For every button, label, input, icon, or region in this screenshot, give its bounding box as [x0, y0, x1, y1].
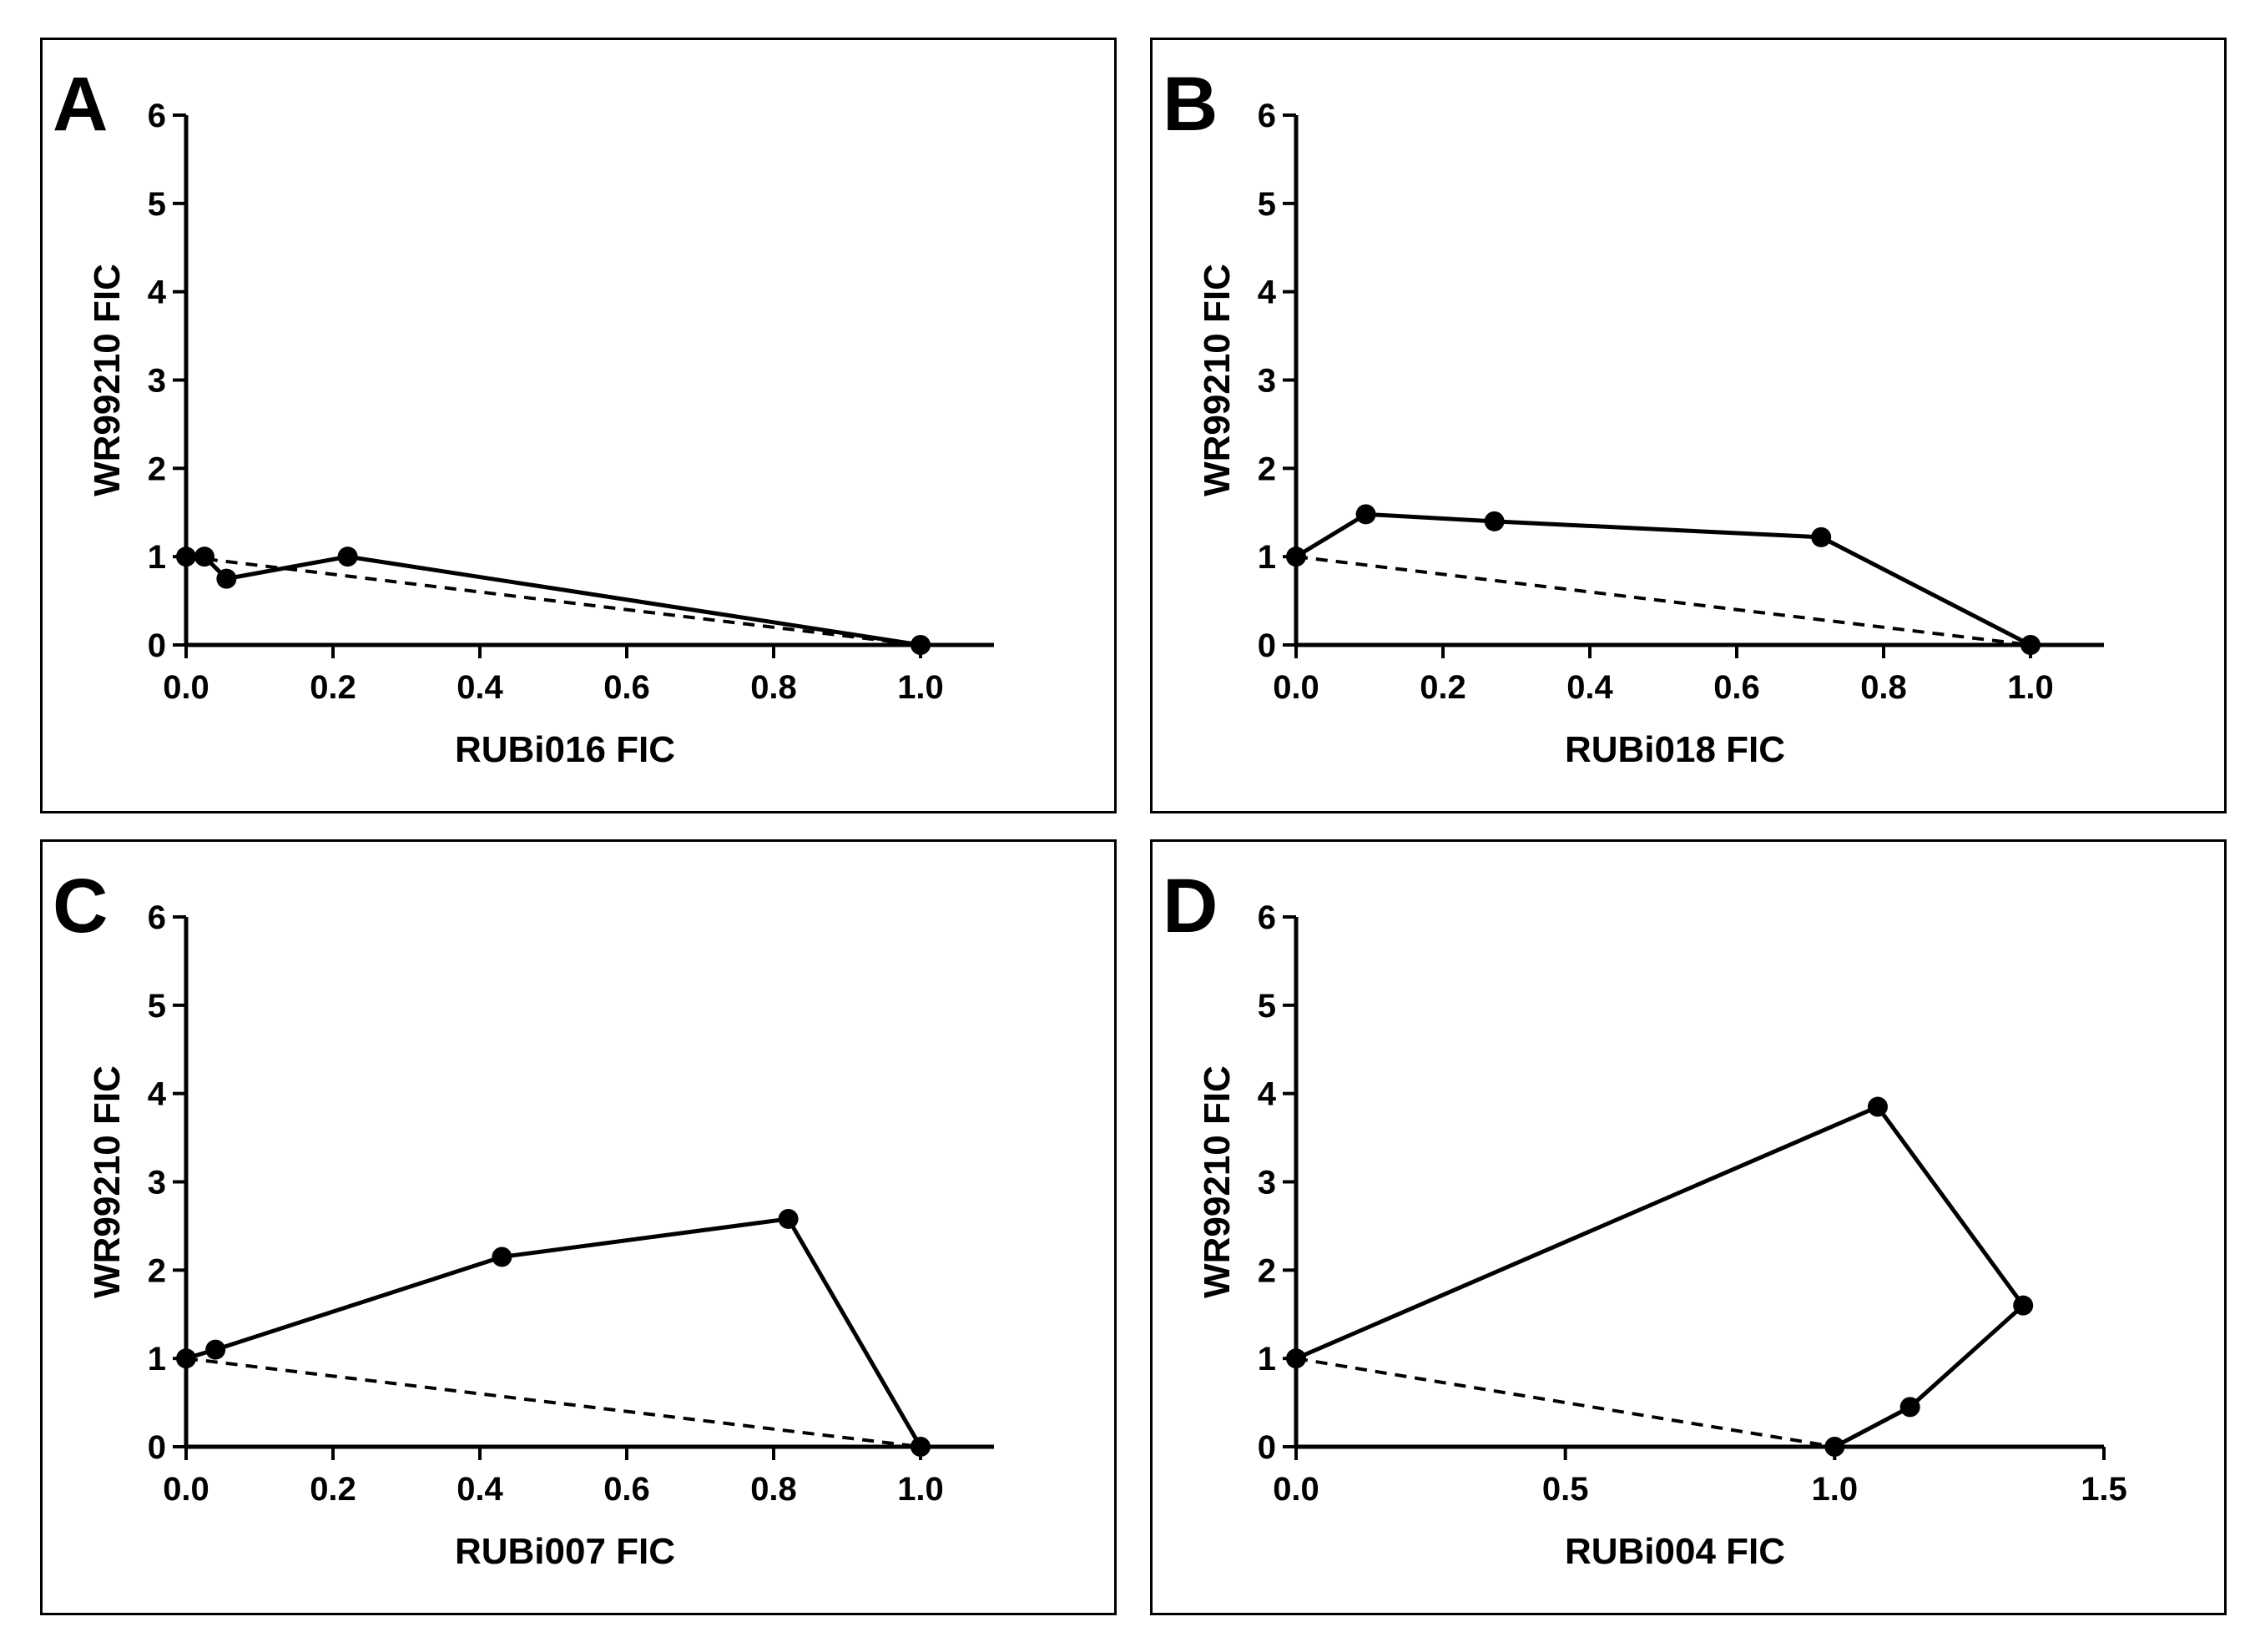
data-point-a — [216, 568, 237, 589]
chart-a-svg: A 0 1 2 3 4 5 6 0.0 0.2 0.4 0.6 0.8 1.0 RUBi016 FIC WR… — [53, 62, 994, 770]
x-tick-label-c: 0.0 — [163, 1471, 209, 1508]
chart-b-svg: B 0 1 2 3 4 5 6 0.0 0.2 0.4 0.6 0.8 1.0 RUBi018 FIC WR… — [1163, 62, 2104, 770]
x-tick-label-c: 0.4 — [457, 1471, 503, 1508]
y-tick-label-a: 5 — [148, 186, 166, 223]
x-tick-label-a: 0.6 — [603, 669, 650, 706]
x-tick-label-c: 0.8 — [750, 1471, 797, 1508]
data-point-c — [492, 1247, 512, 1267]
data-point-c — [205, 1339, 226, 1360]
data-point-a — [911, 635, 931, 655]
data-point-a — [194, 546, 214, 567]
x-tick-label-a: 0.2 — [310, 669, 356, 706]
x-tick-label-b: 0.0 — [1273, 669, 1319, 706]
x-tick-label-d: 1.0 — [1812, 1471, 1859, 1508]
y-axis-title-c: WR99210 FIC — [87, 1065, 128, 1298]
data-point-a — [337, 546, 358, 567]
data-point-b — [1811, 526, 1832, 547]
additivity-line-c — [185, 1357, 921, 1448]
y-tick-label-c: 4 — [148, 1076, 167, 1113]
y-axis-title-b: WR99210 FIC — [1197, 264, 1238, 496]
y-tick-label-a: 4 — [148, 274, 167, 311]
x-tick-label-a: 0.4 — [457, 669, 503, 706]
x-tick-label-b: 1.0 — [2007, 669, 2054, 706]
y-tick-label-a: 0 — [148, 627, 166, 664]
chart-panel-c: C 0 1 2 3 4 5 6 0.0 0.2 0.4 0.6 0.8 1.0 RUBi007 FIC WR… — [40, 839, 1117, 1615]
x-tick-label-c: 0.6 — [603, 1471, 650, 1508]
x-tick-label-b: 0.6 — [1713, 669, 1760, 706]
isobologram-line-d — [1295, 1104, 2026, 1449]
panel-letter-a: A — [53, 62, 108, 147]
x-tick-label-d: 0.5 — [1542, 1471, 1589, 1508]
y-tick-label-d: 3 — [1258, 1165, 1276, 1201]
y-axis-title-a: WR99210 FIC — [87, 264, 128, 496]
y-tick-label-d: 6 — [1258, 899, 1276, 936]
y-tick-label-b: 2 — [1258, 451, 1276, 487]
y-tick-label-b: 1 — [1258, 539, 1276, 576]
data-point-d — [1899, 1397, 1920, 1418]
y-tick-label-d: 2 — [1258, 1252, 1276, 1289]
y-tick-label-c: 5 — [148, 988, 166, 1025]
x-tick-label-b: 0.4 — [1566, 669, 1613, 706]
x-axis-title-b: RUBi018 FIC — [1565, 729, 1785, 770]
chart-panel-d: D 0 1 2 3 4 5 6 0.0 0.5 1.0 1.5 RUBi004 FIC WR99210 … — [1150, 839, 2227, 1615]
y-tick-label-c: 2 — [148, 1252, 166, 1289]
data-point-b — [1484, 511, 1505, 531]
y-tick-label-d: 0 — [1258, 1429, 1276, 1466]
additivity-line-b — [1295, 555, 2031, 647]
y-tick-label-c: 3 — [148, 1165, 166, 1201]
panel-letter-c: C — [53, 864, 108, 949]
y-tick-label-c: 0 — [148, 1429, 166, 1466]
x-tick-label-d: 0.0 — [1273, 1471, 1319, 1508]
y-tick-label-c: 6 — [148, 899, 166, 936]
panel-letter-d: D — [1163, 864, 1218, 949]
x-axis-title-d: RUBi004 FIC — [1565, 1531, 1785, 1572]
data-point-d — [2013, 1295, 2034, 1316]
y-tick-label-b: 0 — [1258, 627, 1276, 664]
y-tick-label-b: 4 — [1258, 274, 1277, 311]
y-tick-label-a: 3 — [148, 363, 166, 400]
y-tick-label-a: 2 — [148, 451, 166, 487]
chart-panel-a: A 0 1 2 3 4 5 6 0.0 0.2 0.4 0.6 0.8 1.0 RUBi016 FIC WR… — [40, 38, 1117, 813]
x-axis-title-c: RUBi007 FIC — [455, 1531, 675, 1572]
y-tick-label-d: 1 — [1258, 1341, 1276, 1378]
chart-d-svg: D 0 1 2 3 4 5 6 0.0 0.5 1.0 1.5 RUBi004 FIC WR99210 … — [1163, 864, 2127, 1572]
y-tick-label-a: 1 — [148, 539, 166, 576]
x-tick-label-a: 0.0 — [163, 669, 209, 706]
isobologram-line-c — [185, 1216, 923, 1448]
x-tick-label-d: 1.5 — [2081, 1471, 2127, 1508]
y-axis-title-d: WR99210 FIC — [1197, 1065, 1238, 1298]
data-point-c — [911, 1437, 931, 1457]
chart-panel-b: B 0 1 2 3 4 5 6 0.0 0.2 0.4 0.6 0.8 1.0 RUBi018 FIC WR… — [1150, 38, 2227, 813]
additivity-line-d — [1295, 1357, 1835, 1448]
x-tick-label-b: 0.8 — [1860, 669, 1907, 706]
data-point-b — [2020, 635, 2041, 655]
y-tick-label-d: 5 — [1258, 988, 1276, 1025]
y-tick-label-a: 6 — [148, 98, 166, 134]
panel-letter-b: B — [1163, 62, 1218, 147]
x-tick-label-b: 0.2 — [1420, 669, 1466, 706]
isobologram-line-b — [1294, 511, 2032, 647]
data-point-c — [778, 1208, 799, 1229]
chart-c-svg: C 0 1 2 3 4 5 6 0.0 0.2 0.4 0.6 0.8 1.0 RUBi007 FIC WR… — [53, 864, 994, 1572]
additivity-line-a — [185, 555, 921, 647]
y-tick-label-c: 1 — [148, 1341, 166, 1378]
x-tick-label-c: 1.0 — [897, 1471, 944, 1508]
data-point-b — [1355, 504, 1376, 525]
x-tick-label-c: 0.2 — [310, 1471, 356, 1508]
y-tick-label-b: 5 — [1258, 186, 1276, 223]
x-axis-title-a: RUBi016 FIC — [455, 729, 675, 770]
y-tick-label-d: 4 — [1258, 1076, 1277, 1113]
y-tick-label-b: 3 — [1258, 363, 1276, 400]
data-point-d — [1867, 1096, 1888, 1117]
x-tick-label-a: 0.8 — [750, 669, 797, 706]
y-tick-label-b: 6 — [1258, 98, 1276, 134]
x-tick-label-a: 1.0 — [897, 669, 944, 706]
